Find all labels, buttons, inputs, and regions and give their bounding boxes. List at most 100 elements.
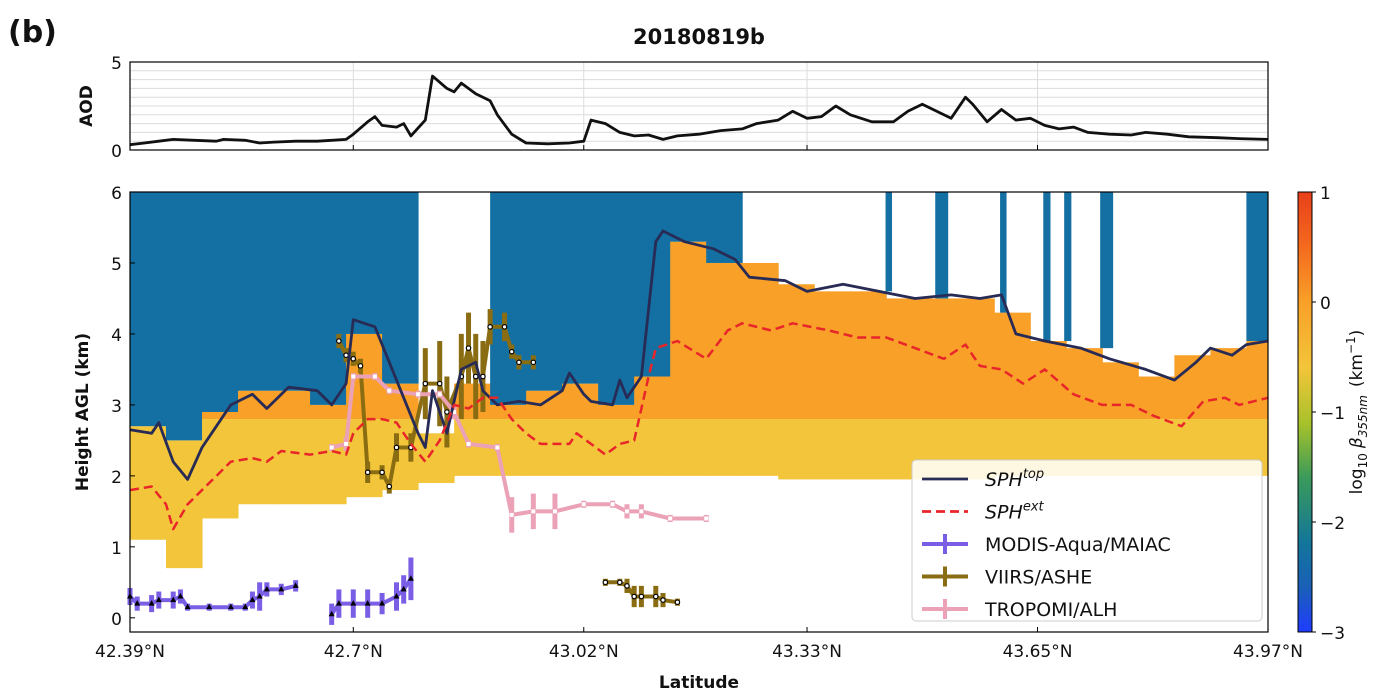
marker [552,509,557,514]
legend-label-main: SPH [985,469,1023,491]
lower-layer-cell [130,426,167,540]
background-cell [706,192,743,263]
marker [343,352,349,359]
background-cell [274,192,311,391]
background-cell [670,192,707,242]
marker [400,585,407,592]
legend-box [911,459,1263,622]
legend-label-main: MODIS-Aqua/MAIAC [985,534,1171,556]
marker [531,509,536,514]
colorbar-tick-label: −1 [1320,404,1345,424]
chart-title: 20180819b [633,25,765,49]
curtain [130,192,1269,569]
marker [616,579,623,586]
marker [292,582,299,588]
background-cell [166,192,203,441]
x-tick-label: 42.39°N [95,642,165,662]
legend-label: TROPOMI/ALH [984,599,1117,621]
aerosol-layer-cell [310,404,347,420]
background-stripe [1000,192,1007,313]
marker [206,603,213,610]
lower-layer-cell [562,419,599,476]
marker [652,593,659,600]
marker [134,600,141,606]
marker [660,597,666,603]
label-part: log [1347,468,1367,494]
marker [487,324,493,330]
background-cell [490,192,527,405]
lower-layer-cell [742,419,779,476]
marker [364,469,371,476]
y-tick-label: 0 [111,610,122,630]
marker [335,600,342,606]
marker [155,596,162,603]
legend-label-main: TROPOMI/ALH [984,599,1117,621]
lower-layer-cell [850,419,887,480]
label-part: 355nm [1356,395,1370,437]
background-cell [598,192,635,405]
marker [472,373,479,380]
lower-layer-cell [310,419,347,505]
marker [581,502,586,507]
x-tick-label: 43.02°N [549,642,619,662]
y-axis-label: Height AGL (km) [73,333,93,491]
marker [357,363,364,369]
background-cell [1246,192,1269,342]
marker [668,516,673,521]
marker [177,593,184,599]
marker [530,359,537,366]
marker [444,409,450,415]
axes-frame [129,191,1269,633]
marker [602,579,609,586]
lower-layer-cell [526,419,563,476]
marker [495,445,500,450]
x-tick-label: 42.7°N [324,642,383,662]
aerosol-layer-cell [598,404,635,420]
colorbar-tick-label: −3 [1320,624,1345,644]
lower-layer-cell [274,419,311,505]
lower-layer-cell [202,419,239,519]
marker [407,575,414,581]
background-stripe [1064,192,1072,342]
marker [422,380,429,387]
legend-label: SPHtop [985,467,1044,491]
marker [674,599,681,605]
marker [344,441,349,446]
marker [242,603,249,610]
background-cell [310,192,347,405]
legend-label: SPHext [985,500,1045,524]
aerosol-layer-cell [778,284,815,420]
colorbar-label: log10 β355nm (km−1) [1344,330,1370,495]
y-axis-label: AOD [77,85,97,127]
marker [350,600,357,606]
marker [516,359,522,366]
label-part: (km [1347,354,1367,387]
sph-line [129,322,1269,531]
aerosol-layer-cell [1066,348,1103,420]
y-tick-label: 4 [111,326,122,346]
label-part: β [1347,437,1367,449]
legend-label: VIIRS/ASHE [985,567,1092,589]
aerosol-layer-cell [886,298,923,420]
y-tick-label: 5 [111,255,122,275]
background-cell [130,192,167,427]
marker [336,338,342,344]
aerosol-layer-cell [238,390,275,420]
marker [436,380,443,387]
aerosol-layer-cell [1210,348,1247,420]
colorbar-tick-label: 1 [1320,184,1331,204]
marker [386,483,393,490]
legend-label: MODIS-Aqua/MAIAC [985,534,1171,556]
aerosol-layer-cell [814,291,851,420]
legend-label-sup: top [1023,467,1044,482]
panel-label: (b) [8,15,57,50]
x-tick-label: 43.97°N [1233,642,1303,662]
marker [387,388,392,393]
background-cell [202,192,239,412]
legend-label-main: SPH [985,502,1023,524]
aerosol-layer-cell [1030,341,1067,420]
marker [256,593,263,599]
background-cell [238,192,275,391]
marker [508,348,515,355]
aerosol-layer-cell [850,291,887,420]
